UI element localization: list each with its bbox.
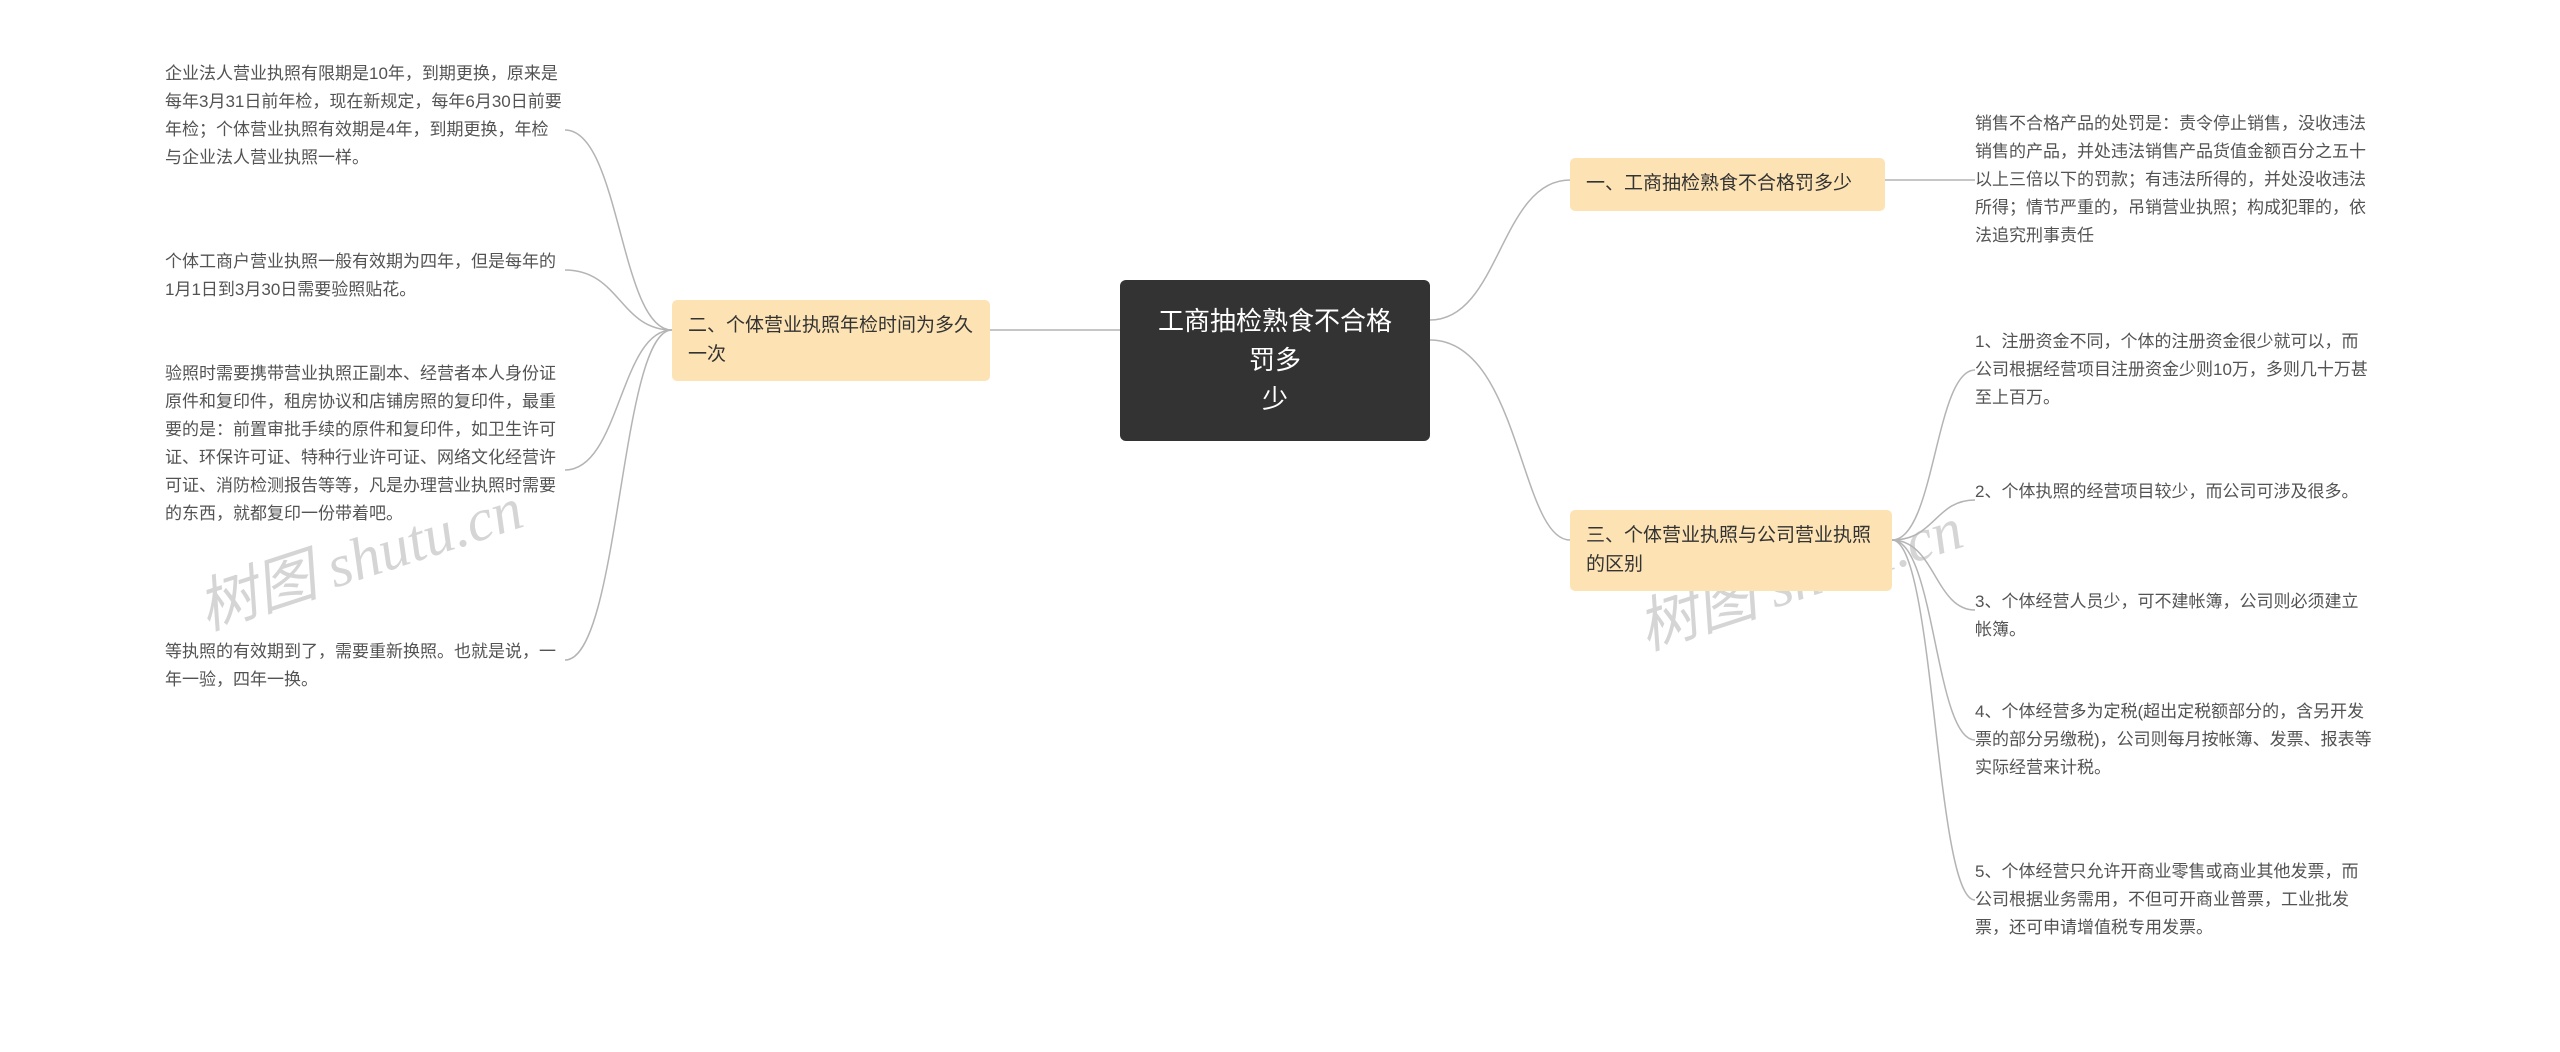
leaf-b3-3: 3、个体经营人员少，可不建帐簿，公司则必须建立帐簿。 bbox=[1975, 588, 2375, 644]
root-line1: 工商抽检熟食不合格罚多 bbox=[1150, 302, 1400, 380]
leaf-b2-2: 个体工商户营业执照一般有效期为四年，但是每年的1月1日到3月30日需要验照贴花。 bbox=[165, 248, 565, 304]
leaf-b2-3: 验照时需要携带营业执照正副本、经营者本人身份证原件和复印件，租房协议和店铺房照的… bbox=[165, 360, 565, 528]
leaf-b2-4: 等执照的有效期到了，需要重新换照。也就是说，一年一验，四年一换。 bbox=[165, 638, 565, 694]
leaf-b2-1: 企业法人营业执照有限期是10年，到期更换，原来是每年3月31日前年检，现在新规定… bbox=[165, 60, 565, 172]
branch-1: 一、工商抽检熟食不合格罚多少 bbox=[1570, 158, 1885, 211]
leaf-b3-5: 5、个体经营只允许开商业零售或商业其他发票，而公司根据业务需用，不但可开商业普票… bbox=[1975, 858, 2375, 942]
leaf-b3-1: 1、注册资金不同，个体的注册资金很少就可以，而公司根据经营项目注册资金少则10万… bbox=[1975, 328, 2375, 412]
leaf-b1-1: 销售不合格产品的处罚是：责令停止销售，没收违法销售的产品，并处违法销售产品货值金… bbox=[1975, 110, 2375, 250]
root-node: 工商抽检熟食不合格罚多 少 bbox=[1120, 280, 1430, 441]
branch-3: 三、个体营业执照与公司营业执照的区别 bbox=[1570, 510, 1892, 591]
leaf-b3-4: 4、个体经营多为定税(超出定税额部分的，含另开发票的部分另缴税)，公司则每月按帐… bbox=[1975, 698, 2375, 782]
leaf-b3-2: 2、个体执照的经营项目较少，而公司可涉及很多。 bbox=[1975, 478, 2375, 506]
root-line2: 少 bbox=[1150, 380, 1400, 419]
branch-2: 二、个体营业执照年检时间为多久一次 bbox=[672, 300, 990, 381]
